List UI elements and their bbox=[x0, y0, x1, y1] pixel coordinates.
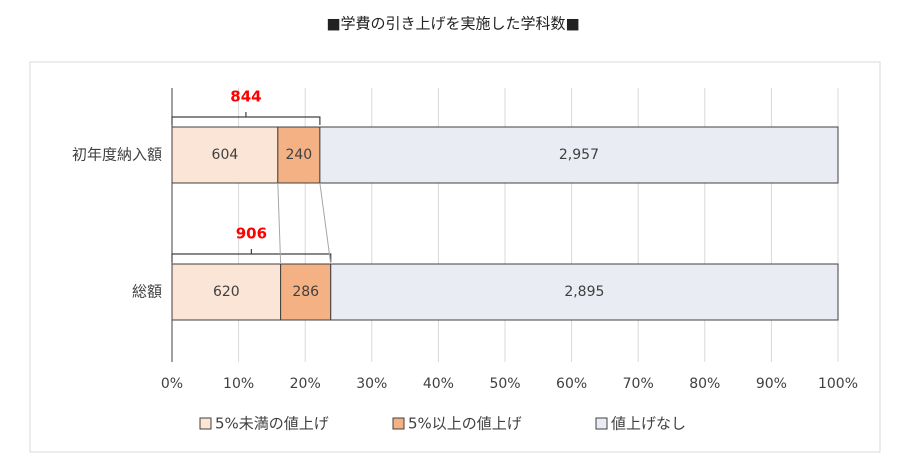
data-label: 620 bbox=[213, 284, 240, 300]
x-tick-label: 70% bbox=[623, 376, 654, 392]
total-bracket bbox=[171, 112, 321, 125]
y-tick-label: 初年度納入額 bbox=[72, 146, 162, 164]
bar-segment bbox=[171, 263, 282, 321]
legend-label: 5%未満の値上げ bbox=[215, 415, 329, 433]
legend-swatch bbox=[199, 417, 212, 430]
x-tick-label: 80% bbox=[689, 376, 720, 392]
data-label: 286 bbox=[292, 284, 319, 300]
total-label: 906 bbox=[236, 225, 267, 243]
bar-segment bbox=[171, 126, 279, 184]
plot-frame bbox=[29, 61, 881, 453]
x-tick-label: 90% bbox=[756, 376, 787, 392]
bar-segment bbox=[277, 126, 321, 184]
connector-line bbox=[277, 182, 282, 265]
y-tick-label: 総額 bbox=[132, 283, 162, 301]
x-tick-label: 100% bbox=[818, 376, 858, 392]
connector-line bbox=[319, 182, 332, 265]
total-label: 844 bbox=[230, 88, 261, 106]
data-label: 240 bbox=[285, 147, 312, 163]
chart-title: ■学費の引き上げを実施した学科数■ bbox=[326, 15, 579, 33]
bar-segment bbox=[330, 263, 839, 321]
legend-label: 値上げなし bbox=[611, 415, 686, 433]
legend-label: 5%以上の値上げ bbox=[408, 415, 522, 433]
data-label: 2,957 bbox=[559, 147, 599, 163]
data-label: 2,895 bbox=[564, 284, 604, 300]
data-label: 604 bbox=[212, 147, 239, 163]
legend-swatch bbox=[595, 417, 608, 430]
bar-segment bbox=[319, 126, 839, 184]
legend-swatch bbox=[392, 417, 405, 430]
x-tick-label: 40% bbox=[423, 376, 454, 392]
total-bracket bbox=[171, 249, 332, 262]
x-tick-label: 0% bbox=[161, 376, 183, 392]
x-tick-label: 30% bbox=[356, 376, 387, 392]
x-tick-label: 20% bbox=[290, 376, 321, 392]
x-tick-label: 10% bbox=[223, 376, 254, 392]
bar-segment bbox=[280, 263, 332, 321]
x-tick-label: 60% bbox=[556, 376, 587, 392]
x-tick-label: 50% bbox=[489, 376, 520, 392]
